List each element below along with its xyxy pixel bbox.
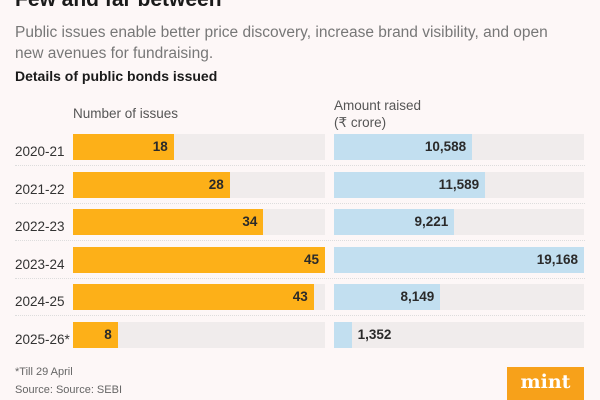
amount-bar bbox=[334, 134, 473, 160]
category-label: 2021-22 bbox=[15, 181, 65, 197]
row-divider bbox=[15, 315, 585, 316]
issues-bar bbox=[73, 171, 230, 198]
row-divider bbox=[15, 202, 585, 204]
amount-value-label: 10,588 bbox=[424, 139, 467, 154]
amount-value-label: 19,168 bbox=[536, 251, 578, 267]
category-label: 2020-21 bbox=[15, 144, 65, 159]
issues-bar bbox=[73, 284, 314, 310]
issues-bar bbox=[73, 134, 174, 160]
issues-track: 43 bbox=[73, 284, 325, 310]
amount-bar bbox=[334, 209, 455, 235]
issues-value-label: 43 bbox=[292, 289, 308, 304]
amount-value-label: 11,589 bbox=[438, 176, 480, 192]
amount-track: 19,168 bbox=[334, 246, 584, 273]
amount-bar bbox=[334, 321, 352, 348]
amount-value-label: 9,221 bbox=[414, 214, 449, 229]
amount-value-label: 1,352 bbox=[357, 326, 392, 342]
mint-logo: mint bbox=[507, 367, 584, 400]
issues-track: 28 bbox=[73, 171, 325, 198]
amount-track: 11,589 bbox=[334, 171, 584, 198]
category-label: 2025-26* bbox=[15, 331, 70, 347]
chart-heading: Details of public bonds issued bbox=[15, 68, 218, 84]
amount-track: 1,352 bbox=[334, 321, 584, 348]
amount-bar bbox=[334, 284, 441, 310]
table-row: 2020-21 18 10,588 bbox=[15, 134, 585, 172]
table-row: 2023-24 45 19,168 bbox=[15, 246, 585, 285]
issues-track: 18 bbox=[73, 134, 325, 160]
amount-track: 9,221 bbox=[334, 209, 584, 235]
col-head-amount: Amount raised (₹ crore) bbox=[334, 97, 421, 131]
table-row: 2022-23 34 9,221 bbox=[15, 209, 585, 247]
col-head-amount-line1: Amount raised bbox=[334, 98, 422, 113]
row-divider bbox=[15, 240, 585, 241]
issues-value-label: 28 bbox=[208, 176, 224, 192]
col-head-amount-line2: (₹ crore) bbox=[334, 115, 387, 130]
amount-bar bbox=[334, 171, 486, 198]
issues-bar bbox=[73, 246, 325, 273]
category-label: 2023-24 bbox=[15, 256, 65, 272]
table-row: 2024-25 43 8,149 bbox=[15, 284, 585, 322]
table-row: 2025-26* 8 1,352 bbox=[15, 321, 585, 360]
row-divider bbox=[15, 277, 585, 279]
amount-bar bbox=[334, 246, 584, 273]
issues-value-label: 18 bbox=[152, 139, 168, 154]
amount-value-label: 8,149 bbox=[400, 289, 435, 304]
source: Source: Source: SEBI bbox=[15, 384, 122, 396]
issues-track: 8 bbox=[73, 321, 325, 348]
issues-value-label: 8 bbox=[104, 326, 112, 342]
footnote: *Till 29 April bbox=[15, 366, 73, 378]
table-row: 2021-22 28 11,589 bbox=[15, 171, 585, 210]
issues-track: 45 bbox=[73, 246, 325, 273]
category-label: 2022-23 bbox=[15, 219, 65, 234]
issues-bar bbox=[73, 321, 118, 348]
chart-subtitle: Public issues enable better price discov… bbox=[15, 24, 548, 62]
issues-value-label: 45 bbox=[303, 251, 319, 267]
row-divider bbox=[15, 165, 585, 166]
col-head-issues: Number of issues bbox=[73, 106, 179, 121]
issues-value-label: 34 bbox=[242, 214, 258, 229]
amount-track: 10,588 bbox=[334, 134, 584, 160]
category-label: 2024-25 bbox=[15, 294, 65, 309]
chart-title: Few and far between bbox=[15, 0, 222, 12]
amount-track: 8,149 bbox=[334, 284, 584, 310]
issues-bar bbox=[73, 209, 264, 235]
issues-track: 34 bbox=[73, 209, 325, 235]
